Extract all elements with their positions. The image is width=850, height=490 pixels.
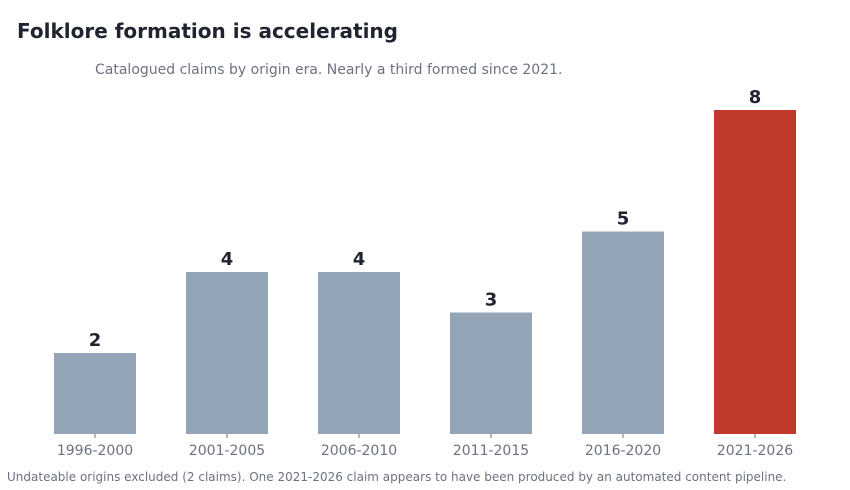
bar-2016-2020 (582, 231, 664, 434)
bar-2011-2015 (450, 312, 532, 434)
bar-2021-2026 (714, 110, 796, 434)
x-tick-label-2001-2005: 2001-2005 (189, 443, 265, 459)
value-label-2011-2015: 3 (485, 290, 498, 311)
value-label-2006-2010: 4 (353, 249, 366, 270)
x-tick-label-2011-2015: 2011-2015 (453, 443, 529, 459)
x-tick-label-2016-2020: 2016-2020 (585, 443, 661, 459)
bar-1996-2000 (54, 353, 136, 434)
bar-2006-2010 (318, 272, 400, 434)
value-label-2016-2020: 5 (617, 209, 630, 230)
x-tick-label-2021-2026: 2021-2026 (717, 443, 793, 459)
chart-footnote: Undateable origins excluded (2 claims). … (7, 470, 787, 484)
value-label-2001-2005: 4 (221, 249, 234, 270)
x-tick-label-1996-2000: 1996-2000 (57, 443, 133, 459)
value-label-1996-2000: 2 (89, 330, 102, 351)
x-tick-label-2006-2010: 2006-2010 (321, 443, 397, 459)
bar-2001-2005 (186, 272, 268, 434)
value-label-2021-2026: 8 (749, 87, 762, 108)
chart-subtitle: Catalogued claims by origin era. Nearly … (95, 62, 563, 78)
chart-title: Folklore formation is accelerating (17, 19, 398, 43)
